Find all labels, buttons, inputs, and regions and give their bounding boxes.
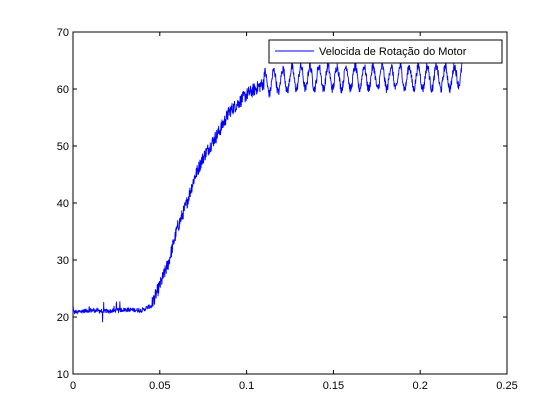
y-tick-label: 40: [57, 198, 69, 210]
x-axis: 0 0.05 0.1 0.15 0.2 0.25: [70, 32, 518, 392]
y-tick-label: 20: [57, 312, 69, 324]
x-tick-label: 0: [70, 380, 76, 392]
y-tick-label: 10: [57, 369, 69, 381]
y-axis: 10 20 30 40 50 60 70: [57, 27, 507, 381]
x-tick-label: 0.1: [239, 380, 254, 392]
series-layer: [72, 53, 465, 323]
legend-box: [268, 39, 503, 64]
x-tick-label: 0.2: [413, 380, 428, 392]
plot-area: [72, 31, 508, 375]
y-tick-label: 60: [57, 84, 69, 96]
series-line-0: [72, 53, 465, 323]
legend: Velocida de Rotação do Motor: [268, 39, 503, 64]
x-tick-label: 0.05: [149, 380, 170, 392]
legend-label: Velocida de Rotação do Motor: [319, 46, 467, 58]
y-tick-label: 70: [57, 27, 69, 39]
y-tick-label: 50: [57, 141, 69, 153]
y-tick-label: 30: [57, 255, 69, 267]
x-tick-label: 0.15: [323, 380, 344, 392]
x-tick-label: 0.25: [496, 380, 517, 392]
